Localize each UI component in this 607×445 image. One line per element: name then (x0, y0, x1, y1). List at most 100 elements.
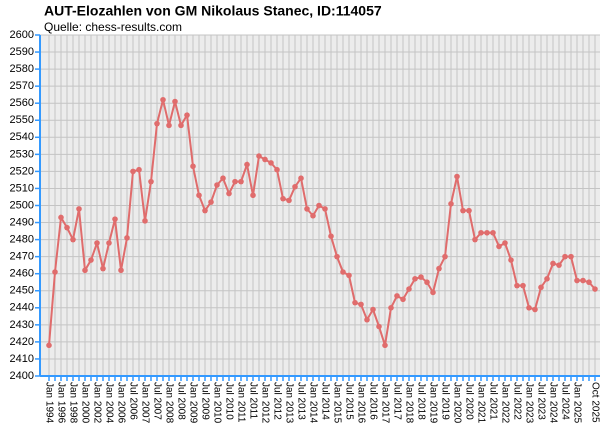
x-tick-label: Jan 2023 (523, 382, 534, 424)
y-tick-label: 2500 (10, 199, 34, 211)
point (490, 229, 496, 236)
y-tick-label: 2490 (10, 216, 34, 228)
point (430, 289, 436, 296)
point (286, 197, 292, 204)
x-tick-label: Jan 2019 (427, 382, 438, 424)
point (316, 202, 322, 209)
point (184, 112, 190, 118)
point (280, 195, 286, 202)
point (472, 236, 478, 243)
point (514, 282, 520, 289)
point (112, 216, 118, 222)
point (292, 183, 298, 190)
point (580, 277, 586, 284)
point (322, 206, 328, 212)
point (412, 276, 418, 282)
x-tick-label: Jan 1996 (55, 382, 66, 424)
point (328, 233, 334, 239)
y-tick-label: 2580 (10, 63, 34, 75)
chart-subtitle: Quelle: chess-results.com (44, 20, 182, 34)
point (544, 276, 550, 282)
x-tick-label: Jul 2020 (463, 382, 474, 420)
x-tick-label: Jan 2015 (331, 382, 342, 424)
point (478, 229, 484, 236)
y-tick-label: 2550 (10, 114, 34, 126)
x-tick-label: Jan 2013 (283, 382, 294, 424)
point (442, 253, 448, 260)
point (88, 257, 94, 263)
x-tick-label: Jan 2007 (139, 382, 150, 424)
point (340, 269, 346, 275)
x-tick-label: Jan 2000 (79, 382, 90, 424)
point (538, 284, 544, 291)
point (130, 168, 136, 175)
point (256, 153, 262, 159)
point (190, 163, 196, 170)
point (274, 166, 280, 173)
x-tick-label: Jan 2012 (259, 382, 270, 424)
point (94, 240, 100, 246)
point (574, 277, 580, 284)
point (520, 282, 526, 289)
point (238, 178, 244, 185)
y-tick-label: 2510 (10, 182, 34, 194)
x-tick-label: Jul 2016 (367, 382, 378, 420)
x-tick-label: Jul 2010 (223, 382, 234, 420)
point (376, 323, 382, 330)
point (64, 224, 70, 231)
point (106, 240, 112, 246)
point (262, 156, 268, 163)
point (460, 207, 466, 214)
x-tick-label: Jul 2021 (487, 382, 498, 420)
x-tick-label: Jul 2015 (343, 382, 354, 420)
point (586, 279, 592, 286)
x-tick-label: Jul 2017 (391, 382, 402, 420)
point (358, 301, 364, 308)
point (214, 182, 220, 188)
y-tick-label: 2560 (10, 97, 34, 109)
point (382, 342, 388, 349)
point (454, 173, 460, 180)
y-tick-label: 2460 (10, 268, 34, 280)
point (82, 267, 88, 274)
point (166, 122, 172, 129)
point (172, 98, 178, 105)
point (202, 207, 208, 214)
x-tick-label: Jan 2016 (355, 382, 366, 424)
point (226, 190, 232, 197)
x-tick-label: Jan 2004 (103, 382, 114, 424)
point (232, 178, 238, 185)
point (592, 286, 598, 292)
point (334, 253, 340, 260)
point (310, 212, 316, 219)
x-tick-label: Jan 1994 (43, 382, 54, 424)
point (268, 160, 274, 166)
y-tick-label: 2480 (10, 234, 34, 246)
point (250, 192, 256, 199)
chart-title: AUT-Elozahlen von GM Nikolaus Stanec, ID… (44, 3, 382, 19)
y-tick-label: 2520 (10, 165, 34, 177)
point (244, 161, 250, 168)
x-tick-label: Jul 2008 (175, 382, 186, 420)
y-tick-label: 2410 (10, 353, 34, 365)
point (220, 175, 226, 182)
point (388, 305, 394, 311)
y-tick-label: 2400 (10, 370, 34, 382)
x-tick-label: Jul 2012 (271, 382, 282, 420)
point (298, 175, 304, 182)
point (304, 206, 310, 212)
point (508, 257, 514, 263)
y-tick-label: 2530 (10, 148, 34, 160)
x-tick-label: Jul 2014 (319, 382, 330, 420)
x-tick-label: Jan 2024 (547, 382, 558, 424)
point (46, 342, 52, 349)
point (154, 120, 160, 127)
point (160, 96, 166, 103)
x-tick-label: Jan 2017 (379, 382, 390, 424)
x-tick-label: Jan 2011 (235, 382, 246, 423)
x-tick-label: Jul 2011 (247, 382, 258, 420)
y-tick-label: 2540 (10, 131, 34, 143)
y-tick-label: 2600 (10, 29, 34, 41)
y-tick-label: 2470 (10, 251, 34, 263)
